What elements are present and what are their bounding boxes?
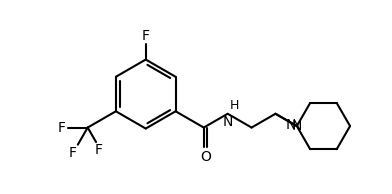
Text: F: F	[58, 120, 66, 135]
Text: F: F	[69, 146, 77, 160]
Text: H: H	[230, 99, 239, 112]
Text: N: N	[223, 115, 233, 129]
Text: N: N	[285, 118, 296, 132]
Text: F: F	[95, 143, 103, 157]
Text: F: F	[142, 29, 150, 43]
Text: O: O	[200, 150, 211, 164]
Text: N: N	[292, 119, 302, 133]
